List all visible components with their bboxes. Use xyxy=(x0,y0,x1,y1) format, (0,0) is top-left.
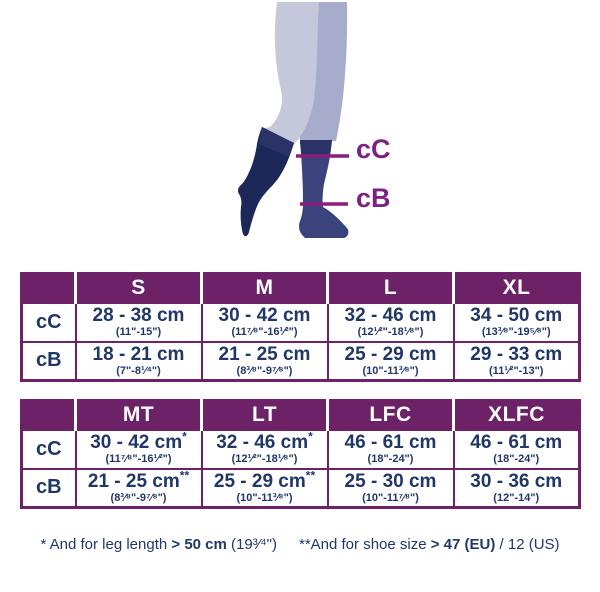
cell-value: 18 - 21 cm xyxy=(92,343,185,365)
cell-value: 21 - 25 cm xyxy=(87,470,180,492)
column-header-xl: XL xyxy=(452,273,580,303)
cell-mark: * xyxy=(182,429,187,444)
footnote-shoe-size-us: / 12 (US) xyxy=(495,536,560,553)
cell-value: 28 - 38 cm xyxy=(92,304,185,326)
cell-value: 46 - 61 cm xyxy=(344,431,437,453)
cell-mark: ** xyxy=(179,468,190,483)
measurement-cell: 30 - 36 cm (12"-14") xyxy=(452,467,581,509)
table-row-cb: cB 21 - 25 cm** (8³⁄⁸"-9⁷⁄⁸") 25 - 29 cm… xyxy=(20,467,581,509)
table-row-cb: cB 18 - 21 cm (7"-8¹⁄⁴") 21 - 25 cm (8³⁄… xyxy=(20,340,581,382)
back-sock-shape xyxy=(299,140,349,238)
front-sock-band xyxy=(259,127,294,157)
column-header-l: L xyxy=(326,273,454,303)
measurement-cell: 18 - 21 cm (7"-8¹⁄⁴") xyxy=(74,340,203,382)
cell-value: 46 - 61 cm xyxy=(470,431,563,453)
cell-inches: (10"-11³⁄⁸") xyxy=(362,364,419,377)
cell-inches: (10"-11³⁄⁸") xyxy=(236,491,293,504)
corner-cell xyxy=(21,273,76,303)
measurement-cell: 30 - 42 cm* (11⁷⁄⁸"-16¹⁄²") xyxy=(74,428,203,470)
cell-mark: * xyxy=(308,429,313,444)
measurement-cell: 25 - 29 cm (10"-11³⁄⁸") xyxy=(326,340,455,382)
measurement-cell: 21 - 25 cm** (8³⁄⁸"-9⁷⁄⁸") xyxy=(74,467,203,509)
cell-value: 34 - 50 cm xyxy=(470,304,563,326)
measurement-cell: 30 - 42 cm (11⁷⁄⁸"-16¹⁄²") xyxy=(200,301,329,343)
footnote-leg-length-bold: > 50 cm xyxy=(171,536,227,553)
column-header-m: M xyxy=(200,273,328,303)
footnote-shoe-size-bold: > 47 (EU) xyxy=(430,536,496,553)
cell-inches: (12"-14") xyxy=(493,491,540,504)
front-sock-shape xyxy=(238,127,294,237)
measurement-cell: 29 - 33 cm (11¹⁄²"-13") xyxy=(452,340,581,382)
row-label-cc: cC xyxy=(20,301,77,343)
cell-value: 29 - 33 cm xyxy=(470,343,563,365)
leg-measurement-figure: cC cB xyxy=(0,0,600,262)
cell-inches: (13³⁄⁸"-19⁵⁄⁸") xyxy=(481,325,551,338)
cell-value: 30 - 42 cm xyxy=(218,304,311,326)
cell-value: 32 - 46 cm xyxy=(216,431,309,453)
cell-inches: (7"-8¹⁄⁴") xyxy=(116,364,161,377)
measurement-cell: 46 - 61 cm (18"-24") xyxy=(452,428,581,470)
cell-inches: (11⁷⁄⁸"-16¹⁄²") xyxy=(231,325,298,338)
cell-inches: (11¹⁄²"-13") xyxy=(489,364,544,377)
cell-inches: (12¹⁄²"-18¹⁄⁸") xyxy=(231,452,298,465)
header-row: MT LT LFC XLFC xyxy=(21,400,580,430)
footnote-shoe-size: **And for shoe size xyxy=(298,536,431,553)
table-row-cc: cC 30 - 42 cm* (11⁷⁄⁸"-16¹⁄²") 32 - 46 c… xyxy=(20,428,581,470)
measurement-cell: 21 - 25 cm (8³⁄⁸"-9⁷⁄⁸") xyxy=(200,340,329,382)
cell-value: 21 - 25 cm xyxy=(218,343,311,365)
cell-inches: (18"-24") xyxy=(493,452,540,465)
size-table-standard: S M L XL cC 28 - 38 cm (11"-15") 30 - 42… xyxy=(20,272,581,382)
measurement-cell: 32 - 46 cm (12¹⁄²"-18¹⁄⁸") xyxy=(326,301,455,343)
row-label-cb: cB xyxy=(20,467,77,509)
column-header-s: S xyxy=(74,273,202,303)
cell-inches: (8³⁄⁸"-9⁷⁄⁸") xyxy=(110,491,167,504)
column-header-lt: LT xyxy=(200,400,328,430)
corner-cell xyxy=(21,400,76,430)
cell-value: 25 - 29 cm xyxy=(344,343,437,365)
cell-inches: (18"-24") xyxy=(367,452,414,465)
row-label-cb: cB xyxy=(20,340,77,382)
column-header-lfc: LFC xyxy=(326,400,454,430)
measurement-cell: 28 - 38 cm (11"-15") xyxy=(74,301,203,343)
row-label-cc: cC xyxy=(20,428,77,470)
table-row-cc: cC 28 - 38 cm (11"-15") 30 - 42 cm (11⁷⁄… xyxy=(20,301,581,343)
cell-value: 30 - 42 cm xyxy=(90,431,183,453)
size-table-tall-fullcalf: MT LT LFC XLFC cC 30 - 42 cm* (11⁷⁄⁸"-16… xyxy=(20,399,581,509)
cell-inches: (11⁷⁄⁸"-16¹⁄²") xyxy=(105,452,172,465)
measurement-cell: 34 - 50 cm (13³⁄⁸"-19⁵⁄⁸") xyxy=(452,301,581,343)
cell-inches: (11"-15") xyxy=(115,325,162,338)
cell-value: 25 - 30 cm xyxy=(344,470,437,492)
cc-label: cC xyxy=(356,134,391,164)
cb-label: cB xyxy=(356,183,391,213)
cell-inches: (8³⁄⁸"-9⁷⁄⁸") xyxy=(236,364,293,377)
footnote-leg-length-inches: (19³⁄⁴") xyxy=(226,536,277,553)
measurement-cell: 25 - 30 cm (10"-11⁷⁄⁸") xyxy=(326,467,455,509)
cell-value: 25 - 29 cm xyxy=(213,470,306,492)
back-sock-band xyxy=(300,140,332,156)
front-thigh-shape xyxy=(262,2,319,144)
measurement-cell: 32 - 46 cm* (12¹⁄²"-18¹⁄⁸") xyxy=(200,428,329,470)
cell-inches: (12¹⁄²"-18¹⁄⁸") xyxy=(357,325,424,338)
footnote: * And for leg length > 50 cm (19³⁄⁴") **A… xyxy=(0,536,600,553)
measurement-cell: 46 - 61 cm (18"-24") xyxy=(326,428,455,470)
cell-value: 30 - 36 cm xyxy=(470,470,563,492)
header-row: S M L XL xyxy=(21,273,580,303)
legs-illustration: cC cB xyxy=(238,2,391,238)
cell-mark: ** xyxy=(305,468,316,483)
column-header-xlfc: XLFC xyxy=(452,400,580,430)
column-header-mt: MT xyxy=(74,400,202,430)
measurement-cell: 25 - 29 cm** (10"-11³⁄⁸") xyxy=(200,467,329,509)
cell-inches: (10"-11⁷⁄⁸") xyxy=(362,491,419,504)
cell-value: 32 - 46 cm xyxy=(344,304,437,326)
footnote-leg-length: * And for leg length xyxy=(40,536,172,553)
